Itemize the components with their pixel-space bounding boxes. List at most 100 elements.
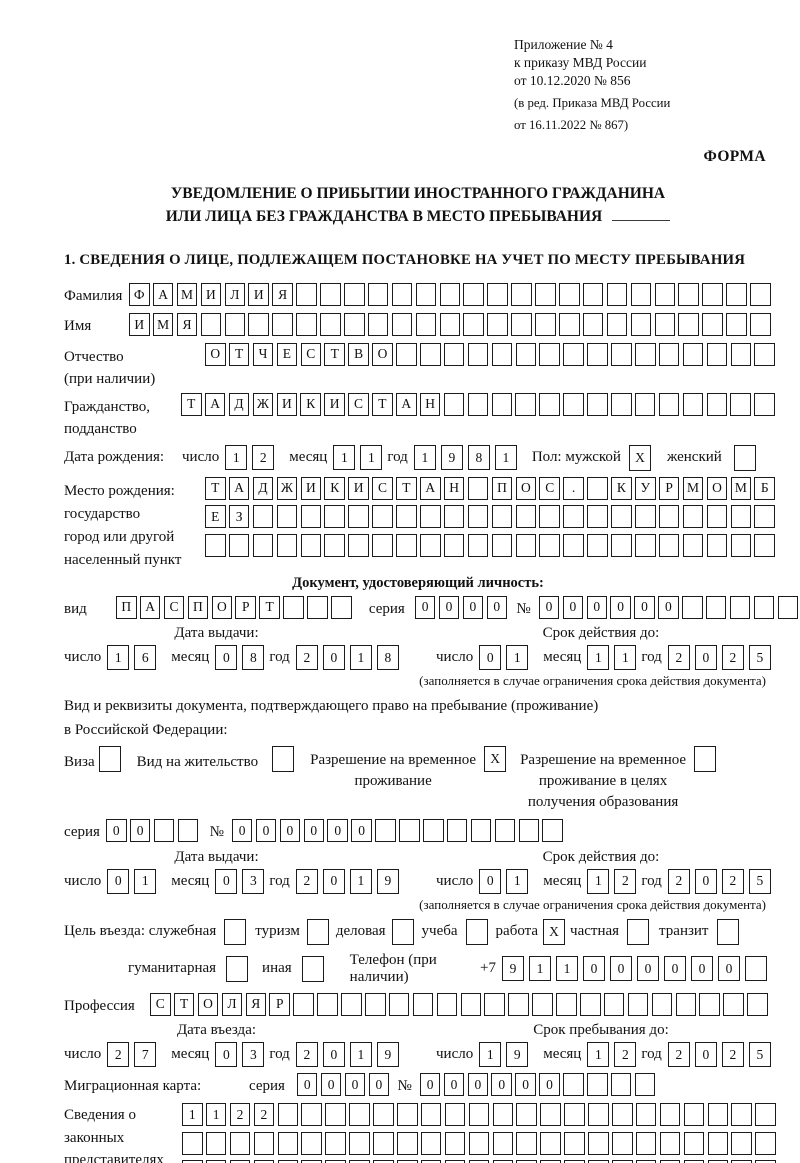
char-cell[interactable]: К xyxy=(611,476,632,500)
char-cell[interactable]: 0 xyxy=(479,645,502,671)
char-cell[interactable] xyxy=(420,533,441,557)
char-cell[interactable]: 0 xyxy=(296,1073,318,1097)
char-cell[interactable]: И xyxy=(300,476,322,500)
char-cell[interactable] xyxy=(283,595,304,619)
char-cell[interactable] xyxy=(588,1131,609,1155)
char-cell[interactable]: 9 xyxy=(506,1042,529,1068)
char-cell[interactable] xyxy=(300,505,322,529)
char-cell[interactable] xyxy=(659,1103,681,1127)
char-cell[interactable] xyxy=(205,533,226,557)
char-cell[interactable] xyxy=(296,312,317,336)
char-cell[interactable]: О xyxy=(372,342,393,366)
char-cell[interactable] xyxy=(348,505,369,529)
char-cell[interactable] xyxy=(588,1160,609,1163)
char-cell[interactable] xyxy=(397,1160,418,1163)
char-cell[interactable]: Т xyxy=(324,342,345,366)
char-cell[interactable] xyxy=(754,392,775,416)
char-cell[interactable]: 0 xyxy=(255,818,277,842)
char-cell[interactable] xyxy=(729,595,751,619)
char-cell[interactable] xyxy=(731,1160,752,1163)
char-cell[interactable] xyxy=(205,1160,227,1163)
char-cell[interactable]: 2 xyxy=(253,1103,275,1127)
char-cell[interactable]: 9 xyxy=(440,445,463,471)
char-cell[interactable]: 3 xyxy=(242,1042,265,1068)
char-cell[interactable]: Т xyxy=(181,392,202,416)
char-cell[interactable] xyxy=(717,918,740,945)
char-cell[interactable]: 0 xyxy=(691,956,713,982)
char-cell[interactable] xyxy=(682,505,704,529)
char-cell[interactable] xyxy=(484,992,505,1016)
char-cell[interactable]: 0 xyxy=(515,1073,536,1097)
char-cell[interactable] xyxy=(325,1131,346,1155)
char-cell[interactable] xyxy=(226,955,249,982)
char-cell[interactable]: 1 xyxy=(107,645,130,671)
char-cell[interactable] xyxy=(539,505,560,529)
char-cell[interactable] xyxy=(603,992,625,1016)
char-cell[interactable] xyxy=(325,1103,346,1127)
char-cell[interactable] xyxy=(707,1103,729,1127)
char-cell[interactable] xyxy=(508,992,529,1016)
char-cell[interactable] xyxy=(511,283,532,307)
char-cell[interactable]: О xyxy=(197,992,219,1016)
char-cell[interactable] xyxy=(582,312,604,336)
char-cell[interactable] xyxy=(491,505,513,529)
char-cell[interactable]: 3 xyxy=(242,868,265,894)
char-cell[interactable] xyxy=(611,342,632,366)
char-cell[interactable] xyxy=(349,1160,370,1163)
char-cell[interactable] xyxy=(229,1131,251,1155)
char-cell[interactable] xyxy=(494,818,516,842)
char-cell[interactable]: З xyxy=(228,505,250,529)
char-cell[interactable]: И xyxy=(324,392,345,416)
char-cell[interactable] xyxy=(515,533,537,557)
char-cell[interactable] xyxy=(443,505,465,529)
char-cell[interactable] xyxy=(324,533,345,557)
char-cell[interactable] xyxy=(606,312,628,336)
char-cell[interactable] xyxy=(396,342,417,366)
char-cell[interactable] xyxy=(587,342,608,366)
char-cell[interactable] xyxy=(423,818,444,842)
char-cell[interactable] xyxy=(705,595,727,619)
char-cell[interactable] xyxy=(515,392,536,416)
char-cell[interactable]: 0 xyxy=(438,595,460,619)
char-cell[interactable] xyxy=(349,1103,370,1127)
char-cell[interactable] xyxy=(229,1160,251,1163)
char-cell[interactable] xyxy=(492,1103,514,1127)
char-cell[interactable] xyxy=(252,505,274,529)
char-cell[interactable] xyxy=(754,533,775,557)
char-cell[interactable]: 0 xyxy=(718,956,740,982)
char-cell[interactable] xyxy=(564,1103,585,1127)
char-cell[interactable]: 0 xyxy=(538,595,560,619)
char-cell[interactable] xyxy=(492,1131,514,1155)
char-cell[interactable] xyxy=(611,505,632,529)
char-cell[interactable] xyxy=(443,533,465,557)
char-cell[interactable] xyxy=(467,533,489,557)
char-cell[interactable]: 0 xyxy=(320,1073,342,1097)
char-cell[interactable] xyxy=(587,1073,608,1097)
char-cell[interactable] xyxy=(373,1103,394,1127)
char-cell[interactable]: О xyxy=(706,476,728,500)
char-cell[interactable] xyxy=(253,1160,275,1163)
char-cell[interactable] xyxy=(341,992,362,1016)
char-cell[interactable]: 0 xyxy=(344,1073,366,1097)
char-cell[interactable] xyxy=(306,918,329,945)
char-cell[interactable]: 0 xyxy=(586,595,607,619)
char-cell[interactable]: Д xyxy=(228,392,250,416)
char-cell[interactable]: 1 xyxy=(205,1103,227,1127)
char-cell[interactable] xyxy=(564,1160,585,1163)
char-cell[interactable]: 0 xyxy=(467,1073,489,1097)
char-cell[interactable] xyxy=(439,283,461,307)
char-cell[interactable] xyxy=(375,818,396,842)
char-cell[interactable] xyxy=(491,392,513,416)
char-cell[interactable]: А xyxy=(152,283,174,307)
char-cell[interactable]: 5 xyxy=(748,645,771,671)
char-cell[interactable] xyxy=(755,1160,776,1163)
char-cell[interactable]: 1 xyxy=(333,445,356,471)
char-cell[interactable] xyxy=(465,918,488,945)
char-cell[interactable]: 1 xyxy=(587,868,610,894)
char-cell[interactable] xyxy=(556,992,577,1016)
char-cell[interactable] xyxy=(753,595,775,619)
char-cell[interactable]: 9 xyxy=(502,956,524,982)
char-cell[interactable] xyxy=(675,992,697,1016)
char-cell[interactable] xyxy=(396,505,417,529)
char-cell[interactable] xyxy=(177,818,199,842)
